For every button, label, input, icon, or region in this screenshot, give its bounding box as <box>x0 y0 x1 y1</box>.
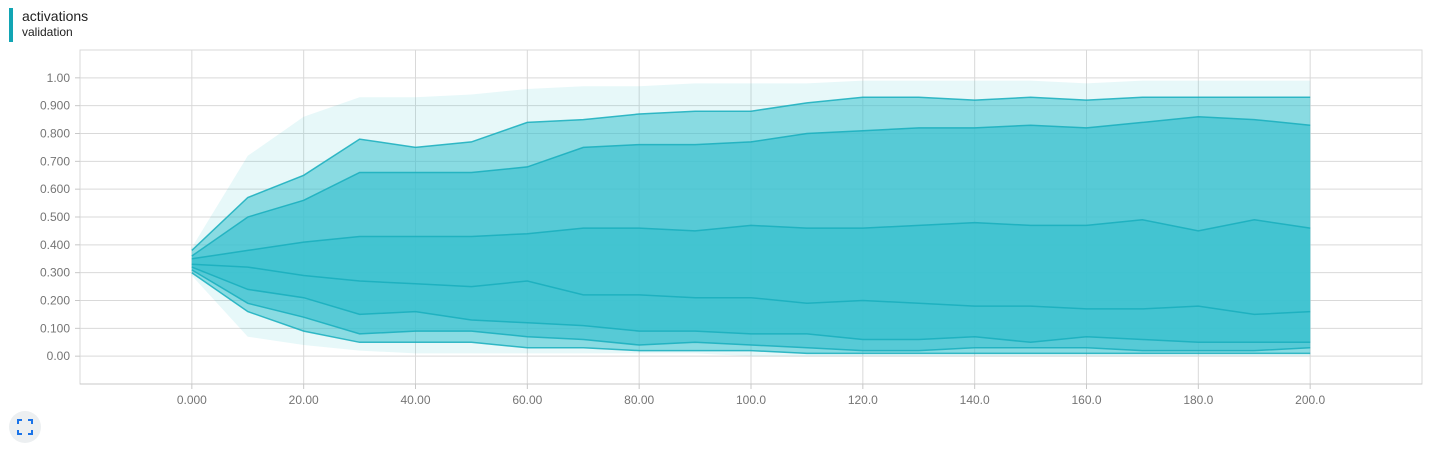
percentile-line-3 <box>191 116 1311 257</box>
y-tick-label: 0.500 <box>40 210 70 224</box>
x-tick-label: 180.0 <box>1183 393 1213 407</box>
x-tick-label: 200.0 <box>1295 393 1325 407</box>
x-tick-label: 0.000 <box>177 393 207 407</box>
percentile-line-5 <box>191 263 1311 316</box>
expand-button[interactable] <box>9 411 41 443</box>
run-name: validation <box>22 25 73 39</box>
chart-header: activations validation <box>9 8 88 42</box>
y-tick-label: 0.900 <box>40 99 70 113</box>
percentile-line-7 <box>191 269 1311 352</box>
percentile-line-8 <box>191 272 1311 355</box>
x-tick-label: 100.0 <box>736 393 766 407</box>
x-tick-label: 80.00 <box>624 393 654 407</box>
x-tick-label: 160.0 <box>1071 393 1101 407</box>
chart-title: activations <box>22 8 89 24</box>
x-tick-label: 120.0 <box>848 393 878 407</box>
y-tick-label: 0.100 <box>40 321 70 335</box>
x-tick-label: 140.0 <box>960 393 990 407</box>
x-tick-label: 40.00 <box>400 393 430 407</box>
y-tick-label: 0.400 <box>40 238 70 252</box>
percentile-line-2 <box>191 96 1311 251</box>
percentile-band-4 <box>191 219 1311 343</box>
y-tick-label: 0.800 <box>40 127 70 141</box>
percentile-line-4 <box>191 219 1311 260</box>
y-tick-label: 0.300 <box>40 266 70 280</box>
y-tick-label: 0.00 <box>47 349 71 363</box>
y-tick-label: 0.600 <box>40 182 70 196</box>
percentile-line-6 <box>191 266 1311 344</box>
y-tick-label: 0.700 <box>40 154 70 168</box>
x-tick-label: 60.00 <box>512 393 542 407</box>
x-tick-label: 20.00 <box>289 393 319 407</box>
y-tick-label: 0.200 <box>40 294 70 308</box>
axis-layer: 0.00 0.100 0.200 0.300 0.400 0.500 0.600 0.700 0… <box>40 71 1422 407</box>
expand-icon <box>17 419 33 435</box>
line-layer <box>191 96 1311 355</box>
y-tick-label: 1.00 <box>47 71 71 85</box>
